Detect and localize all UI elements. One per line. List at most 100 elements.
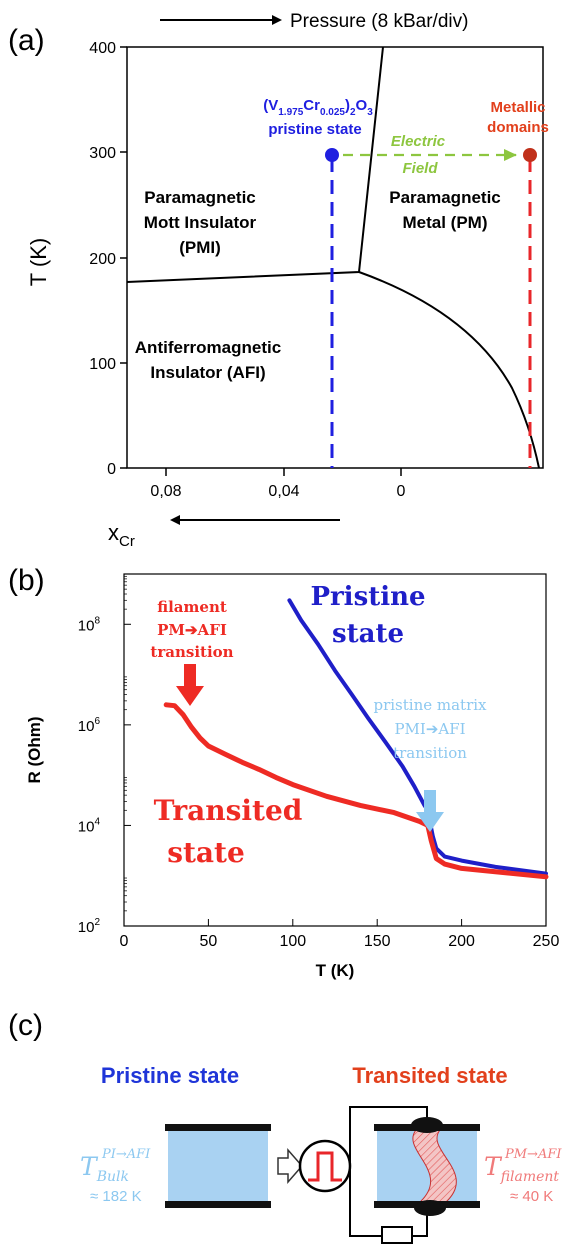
bottom-contact <box>414 1200 446 1216</box>
x-tick-label: 0,08 <box>150 483 181 500</box>
pristine-state-title: Pristine state <box>101 1063 239 1088</box>
y-tick-label: 106 <box>78 716 101 735</box>
pulse-generator-icon <box>298 1139 352 1193</box>
transited-state-title: Transited state <box>352 1063 507 1088</box>
pmi-label-2: Mott Insulator <box>144 213 257 232</box>
filament-annotation-3: transition <box>150 643 233 661</box>
x-tick-label: 0 <box>397 483 406 500</box>
pristine-series-label-1: Pristine <box>310 582 425 612</box>
pulse-icon <box>308 1151 342 1182</box>
transition-arrow <box>277 1148 303 1184</box>
y-tick-label: 102 <box>78 917 101 936</box>
panel-c: (c) Pristine state Transited state <box>8 1009 562 1244</box>
filament-arrow <box>176 664 204 706</box>
x-tick-label: 50 <box>200 933 218 950</box>
t-filament-value: ≈ 40 K <box>510 1188 553 1205</box>
x-tick-label: 250 <box>533 933 560 950</box>
panel-b-frame <box>123 573 547 927</box>
t-filament-symbol: Tfilament <box>484 1152 559 1185</box>
x-tick-label: 100 <box>279 933 306 950</box>
t-bulk-value: ≈ 182 K <box>90 1188 142 1205</box>
x-tick-label: 0,04 <box>268 483 299 500</box>
pristine-series-line <box>287 598 548 876</box>
pristine-block <box>168 1130 268 1202</box>
pristine-composition: (V1.975Cr0.025)2O3 <box>263 97 373 118</box>
afi-label-2: Insulator (AFI) <box>150 363 265 382</box>
circuit-wire-bottom-left <box>349 1166 382 1237</box>
circuit-wire-bottom-right <box>412 1212 428 1237</box>
metallic-label-2: domains <box>487 119 549 136</box>
t-fil-main: T <box>484 1152 503 1181</box>
xcr-sub: Cr <box>119 533 135 550</box>
pmi-label-1: Paramagnetic <box>144 188 256 207</box>
pristine-bottom-electrode <box>165 1201 271 1208</box>
transited-series-label-1: Transited <box>154 794 303 827</box>
panel-a-x-ticks: 0,08 0,04 0 <box>150 468 406 500</box>
y-tick-label: 104 <box>78 816 101 835</box>
transited-series-line <box>163 702 549 880</box>
t-bulk-main: T <box>80 1152 99 1181</box>
afi-pm-boundary <box>358 271 540 469</box>
y-tick-label: 100 <box>89 356 116 373</box>
comp-part: (V <box>263 97 278 114</box>
x-tick-label: 200 <box>448 933 475 950</box>
y-tick-label: 400 <box>89 40 116 57</box>
t-filament-superscript: PM→AFI <box>504 1147 562 1162</box>
matrix-annotation-1: pristine matrix <box>373 696 487 714</box>
comp-part: ) <box>345 97 350 114</box>
comp-part: Cr <box>303 97 320 114</box>
matrix-annotation-3: transition <box>393 744 467 762</box>
pristine-top-electrode <box>165 1124 271 1131</box>
panel-b-ticks: 0 50 100 150 200 250 102 104 106 108 <box>78 575 560 950</box>
comp-sub: 1.975 <box>278 107 303 118</box>
pristine-state-label: pristine state <box>268 121 361 138</box>
filament-annotation-1: filament <box>157 598 227 616</box>
transited-series-label-2: state <box>167 836 245 869</box>
y-tick-label: 0 <box>107 461 116 478</box>
panel-b-ylabel: R (Ohm) <box>25 716 44 783</box>
comp-sub: 3 <box>367 107 373 118</box>
x-tick-label: 150 <box>364 933 391 950</box>
pristine-sample <box>165 1124 271 1208</box>
panel-a-ylabel: T (K) <box>26 238 51 286</box>
panel-a-y-ticks: 0 100 200 300 400 <box>89 40 127 478</box>
comp-sub: 0.025 <box>320 107 345 118</box>
resistor <box>381 1226 413 1244</box>
top-contact <box>411 1117 443 1133</box>
panel-a-label: (a) <box>8 24 45 57</box>
pristine-marker <box>325 148 339 162</box>
pristine-series-label-2: state <box>332 619 404 649</box>
matrix-arrow <box>416 790 444 832</box>
x-tick-label: 0 <box>120 933 129 950</box>
transited-sample <box>374 1117 480 1216</box>
metallic-label-1: Metallic <box>490 99 545 116</box>
pressure-label: Pressure (8 kBar/div) <box>290 11 468 32</box>
panel-b-label: (b) <box>8 564 45 597</box>
panel-c-label: (c) <box>8 1009 43 1042</box>
pm-label-1: Paramagnetic <box>389 188 501 207</box>
field-label-2: Field <box>402 160 438 177</box>
t-bulk-superscript: PI→AFI <box>101 1147 151 1162</box>
t-fil-sub: filament <box>500 1169 560 1185</box>
panel-a: (a) Pressure (8 kBar/div) 0 100 200 300 … <box>8 11 549 550</box>
pmi-pm-boundary <box>126 46 384 283</box>
t-bulk-sub: Bulk <box>96 1169 129 1185</box>
afi-label-1: Antiferromagnetic <box>135 338 281 357</box>
pm-label-2: Metal (PM) <box>403 213 488 232</box>
panel-b-series <box>163 598 549 880</box>
comp-sub: 2 <box>350 107 356 118</box>
field-label-1: Electric <box>391 133 446 150</box>
matrix-annotation-2: PMI➔AFI <box>394 720 465 738</box>
t-bulk-symbol: TBulk <box>80 1152 129 1185</box>
xcr-label: xCr <box>108 520 135 550</box>
comp-part: O <box>356 97 368 114</box>
y-tick-label: 200 <box>89 251 116 268</box>
y-tick-label: 108 <box>78 615 101 634</box>
filament-annotation-2: PM➔AFI <box>157 621 227 639</box>
panel-b-xlabel: T (K) <box>316 961 355 980</box>
y-tick-label: 300 <box>89 145 116 162</box>
pmi-label-3: (PMI) <box>179 238 221 257</box>
circuit-wire-top <box>349 1106 428 1166</box>
